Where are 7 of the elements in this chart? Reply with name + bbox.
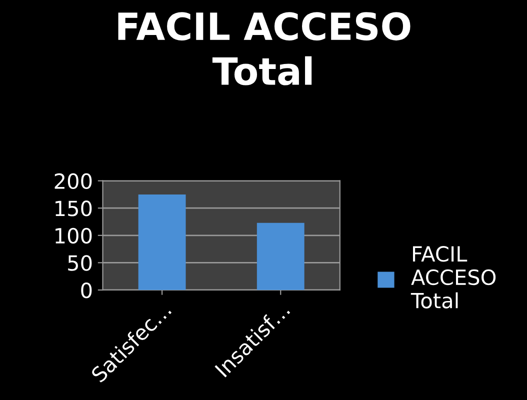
y-tick-label: 200 xyxy=(54,173,92,190)
y-tick-label: 0 xyxy=(81,282,92,298)
y-tick-label: 150 xyxy=(56,200,92,216)
chart-title: FACIL ACCESO Total xyxy=(118,12,410,86)
y-tick-label: 100 xyxy=(56,228,92,244)
y-tick-label: 50 xyxy=(68,255,92,271)
legend-label: FACIL ACCESO Total xyxy=(410,246,496,308)
